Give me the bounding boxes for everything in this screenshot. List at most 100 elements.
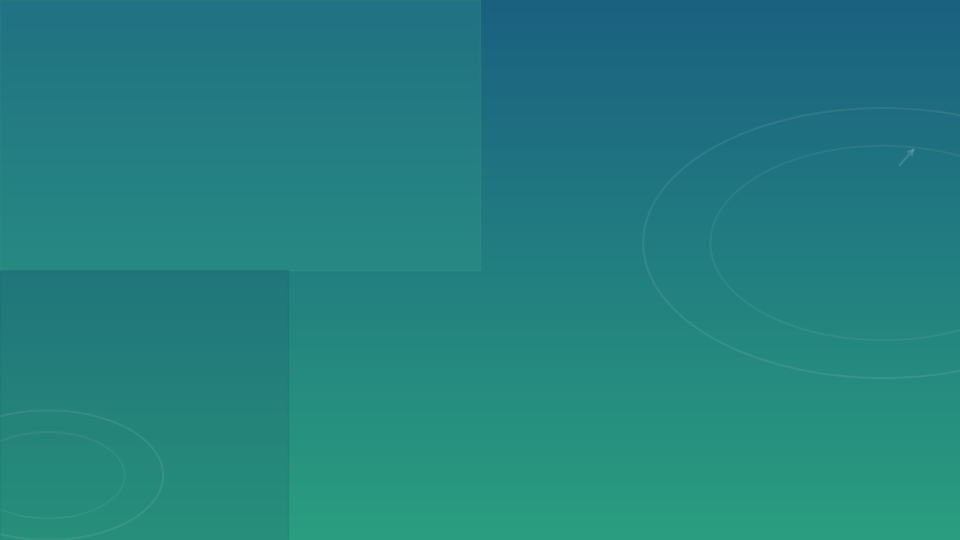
Text: salt bridge: salt bridge — [675, 154, 724, 163]
Bar — [0, 362, 960, 367]
Bar — [0, 356, 960, 362]
Bar — [0, 373, 960, 378]
Bar — [0, 184, 960, 189]
Bar — [0, 130, 960, 135]
Text: and the: and the — [268, 362, 332, 377]
Bar — [0, 513, 960, 518]
Bar — [0, 389, 960, 394]
Bar — [0, 140, 960, 146]
Text: •  This means the: • This means the — [48, 362, 189, 377]
Text: (+)
cathode
reduction: (+) cathode reduction — [795, 464, 828, 484]
Bar — [0, 146, 960, 151]
Text: (as the electrons are: (as the electrons are — [166, 404, 330, 419]
Bar — [0, 427, 960, 432]
Bar — [0, 119, 960, 124]
Bar — [0, 443, 960, 448]
Bar — [0, 502, 960, 508]
Bar — [0, 216, 960, 221]
Text: copper
electrode: copper electrode — [916, 264, 951, 283]
Text: zinc ions: zinc ions — [578, 127, 612, 136]
Bar — [0, 243, 960, 248]
Bar — [0, 151, 960, 157]
Bar — [0, 286, 960, 292]
Bar — [0, 59, 960, 65]
Bar — [0, 329, 960, 335]
Bar — [0, 470, 960, 475]
Bar — [0, 108, 960, 113]
Bar — [0, 292, 960, 297]
Bar — [0, 378, 960, 383]
Bar — [0, 178, 960, 184]
Bar — [0, 486, 960, 491]
Bar — [0, 259, 960, 265]
Bar — [0, 346, 960, 351]
Bar — [0, 524, 960, 529]
Bar — [0, 254, 960, 259]
Bar — [0, 297, 960, 302]
Bar — [0, 400, 960, 405]
Bar — [0, 238, 960, 243]
Bar — [0, 454, 960, 459]
Text: sulfate ions: sulfate ions — [808, 127, 853, 136]
Bar — [0, 135, 960, 140]
Bar — [844, 225, 855, 415]
Bar — [0, 86, 960, 92]
Bar — [0, 227, 960, 232]
Bar — [0, 200, 960, 205]
Bar — [0, 308, 960, 313]
Bar — [0, 70, 960, 76]
Bar — [0, 92, 960, 97]
Bar — [0, 27, 960, 32]
Bar — [0, 335, 960, 340]
Bar — [0, 529, 960, 535]
Bar — [0, 194, 960, 200]
Bar — [0, 491, 960, 497]
Bar — [0, 124, 960, 130]
Bar — [0, 173, 960, 178]
Bar — [0, 167, 960, 173]
Bar — [0, 211, 960, 216]
Bar — [0, 410, 960, 416]
Bar — [0, 103, 960, 108]
Bar — [0, 22, 960, 27]
Bar — [0, 65, 960, 70]
Bar — [0, 432, 960, 437]
Text: copper (II)
sulfate: copper (II) sulfate — [875, 464, 910, 477]
Bar — [0, 481, 960, 486]
Bar — [0, 275, 960, 281]
Bar — [0, 518, 960, 524]
Bar — [0, 265, 960, 270]
Bar — [0, 248, 960, 254]
Text: zinc
electrode: zinc electrode — [504, 264, 540, 283]
Text: zinc
sulfate: zinc sulfate — [560, 464, 584, 477]
Bar — [575, 167, 592, 300]
Text: anode is negative: anode is negative — [65, 404, 202, 419]
Bar — [0, 76, 960, 81]
Bar — [0, 319, 960, 324]
Bar — [751, 167, 911, 446]
Bar — [0, 324, 960, 329]
Bar — [0, 16, 960, 22]
Bar — [0, 81, 960, 86]
Bar — [0, 281, 960, 286]
Bar — [0, 497, 960, 502]
Bar — [0, 448, 960, 454]
Bar — [0, 367, 960, 373]
Bar — [807, 167, 824, 300]
Bar — [575, 167, 824, 177]
Bar — [0, 54, 960, 59]
Text: •  Reduction still occurs at the cathode and
    oxidation at the anode: • Reduction still occurs at the cathode … — [48, 162, 381, 198]
Bar — [0, 340, 960, 346]
Bar — [0, 394, 960, 400]
Bar — [0, 351, 960, 356]
Bar — [592, 225, 604, 415]
Bar — [0, 32, 960, 38]
Bar — [0, 97, 960, 103]
Bar — [0, 5, 960, 11]
Bar — [0, 464, 960, 470]
Bar — [0, 535, 960, 540]
Bar — [0, 405, 960, 410]
Bar — [0, 113, 960, 119]
Text: produced here - oxidation is loss of electrons: produced here - oxidation is loss of ele… — [65, 446, 410, 461]
Bar — [0, 11, 960, 16]
